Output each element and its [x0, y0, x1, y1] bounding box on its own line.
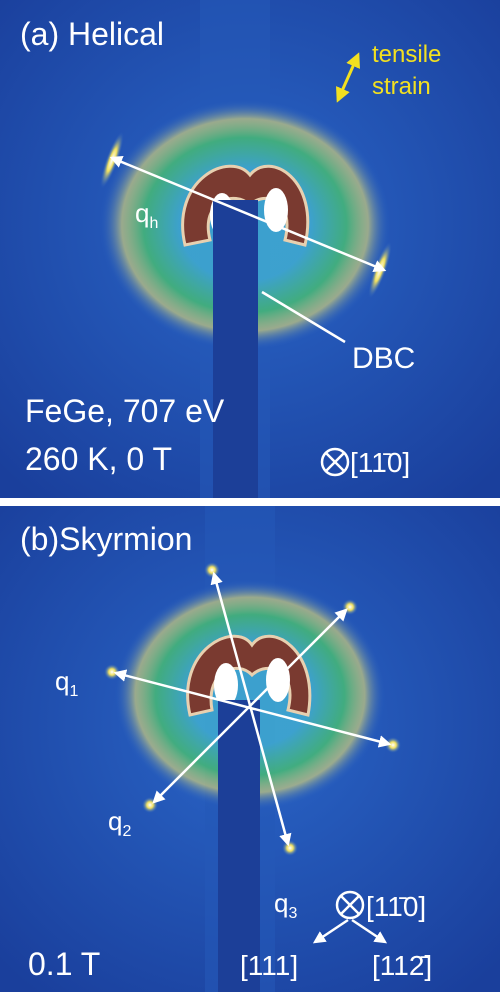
panel-a: qh DBC tensile strain (a) Helical FeGe, …: [0, 0, 500, 498]
strain-label: strain: [372, 73, 431, 100]
beam-stop: [218, 700, 260, 992]
figure: qh DBC tensile strain (a) Helical FeGe, …: [0, 0, 500, 992]
dbc-label: DBC: [352, 342, 415, 375]
panel-title: (a) Helical: [20, 16, 164, 52]
axis-label: [111]: [240, 950, 298, 981]
axis-label: [11̄0]: [350, 447, 410, 478]
conditions-label: 260 K, 0 T: [25, 441, 172, 477]
axis-label: [112̄]: [372, 950, 432, 981]
field-label: 0.1 T: [28, 946, 100, 982]
lobe: [266, 658, 290, 702]
sample-label: FeGe, 707 eV: [25, 393, 225, 429]
panel-title: (b)Skyrmion: [20, 521, 192, 557]
strain-label: tensile: [372, 41, 441, 68]
axis-label: [11̄0]: [366, 891, 426, 922]
panel-b: q1 q2 q3 (b)Skyrmion 0.1 T [11̄0] [111] …: [0, 506, 500, 992]
beam-stop: [213, 200, 258, 498]
